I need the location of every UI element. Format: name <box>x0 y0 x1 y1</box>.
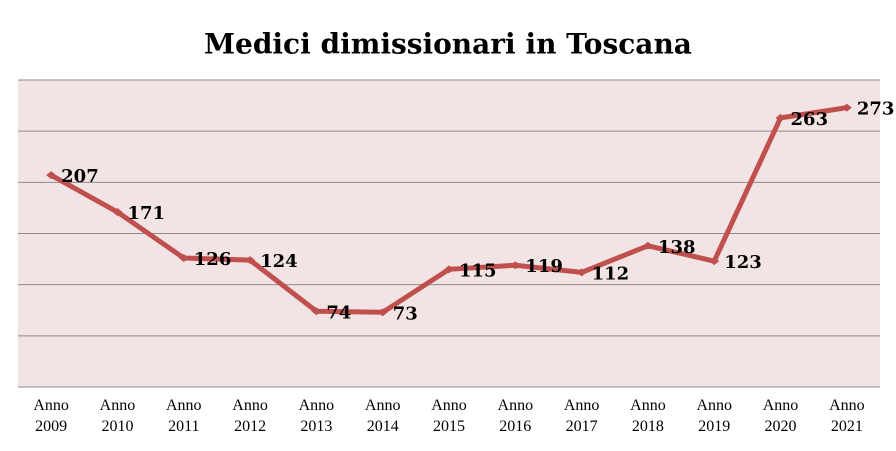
x-tick-label: Anno 2017 <box>563 397 600 435</box>
data-label: 115 <box>459 260 497 281</box>
x-tick-label: Anno 2011 <box>165 397 202 435</box>
data-point <box>245 256 256 265</box>
x-tick-label: Anno 2020 <box>762 397 799 435</box>
data-point <box>311 307 322 316</box>
x-tick-label: Anno 2014 <box>364 397 401 435</box>
data-label: 112 <box>592 263 630 284</box>
data-label: 273 <box>857 99 895 120</box>
data-point <box>112 208 123 217</box>
data-label: 263 <box>791 109 829 130</box>
data-point <box>576 268 587 277</box>
x-tick-label: Anno 2018 <box>630 397 666 435</box>
data-label: 126 <box>194 249 232 270</box>
data-label: 207 <box>61 166 99 187</box>
x-tick-label: Anno 2012 <box>232 397 268 435</box>
data-point <box>444 265 454 274</box>
data-point <box>642 241 653 250</box>
chart-title: Medici dimissionari in Toscana <box>204 28 692 61</box>
data-label: 124 <box>260 251 298 272</box>
data-point <box>377 308 388 317</box>
x-tick-label: Anno 2021 <box>829 397 865 435</box>
x-tick-label: Anno 2009 <box>33 397 69 435</box>
data-label: 73 <box>393 303 418 324</box>
x-tick-label: Anno 2015 <box>431 397 467 435</box>
data-point <box>841 103 852 112</box>
data-point <box>46 171 57 180</box>
data-point <box>178 254 189 263</box>
data-point <box>775 113 786 122</box>
data-label: 138 <box>658 237 696 258</box>
x-tick-label: Anno 2019 <box>696 397 732 435</box>
data-label: 171 <box>127 203 165 224</box>
x-tick-label: Anno 2013 <box>298 397 335 435</box>
x-tick-label: Anno 2016 <box>497 397 534 435</box>
x-tick-label: Anno 2010 <box>99 397 136 435</box>
data-label: 74 <box>326 302 351 323</box>
data-label: 123 <box>724 252 762 273</box>
data-point <box>510 261 521 270</box>
data-point <box>709 257 720 266</box>
data-label: 119 <box>525 256 563 277</box>
